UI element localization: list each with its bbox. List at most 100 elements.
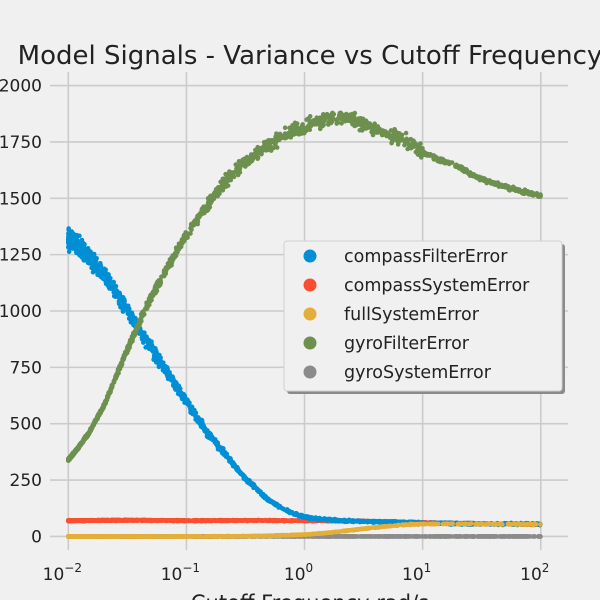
- data-point: [66, 226, 71, 231]
- data-point: [437, 534, 443, 539]
- data-point: [318, 531, 324, 536]
- data-point: [342, 519, 348, 525]
- data-point: [89, 256, 95, 262]
- data-point: [220, 448, 225, 454]
- data-point: [112, 291, 118, 297]
- data-point: [266, 518, 272, 524]
- data-point: [97, 534, 103, 539]
- data-point: [536, 534, 542, 539]
- data-point: [112, 534, 118, 539]
- data-point: [251, 518, 256, 523]
- data-point: [393, 534, 399, 539]
- data-point: [176, 383, 182, 389]
- data-point: [93, 265, 99, 271]
- data-point: [85, 253, 91, 259]
- data-point: [79, 237, 85, 243]
- data-point: [423, 534, 428, 539]
- data-point: [532, 534, 538, 539]
- data-point: [502, 534, 508, 539]
- data-point: [309, 531, 315, 537]
- data-point: [308, 516, 313, 521]
- data-point: [189, 534, 195, 539]
- data-point: [194, 415, 200, 420]
- data-point: [133, 315, 138, 321]
- data-point: [89, 533, 95, 539]
- data-point: [144, 337, 150, 343]
- data-point: [167, 534, 173, 539]
- data-point: [422, 521, 428, 527]
- data-point: [80, 244, 86, 250]
- data-point: [524, 534, 530, 539]
- data-point: [382, 518, 388, 524]
- data-point: [111, 279, 117, 285]
- data-point: [157, 360, 163, 366]
- data-point: [433, 534, 438, 539]
- data-point: [101, 270, 107, 275]
- data-point: [222, 518, 227, 523]
- data-point: [264, 495, 269, 501]
- data-point: [256, 487, 261, 493]
- data-point: [383, 534, 389, 539]
- data-point: [106, 284, 112, 290]
- data-point: [137, 517, 142, 523]
- data-point: [276, 518, 281, 523]
- data-point: [120, 534, 125, 539]
- data-point: [156, 354, 161, 360]
- data-point: [277, 533, 282, 538]
- data-point: [212, 534, 218, 539]
- data-point: [368, 534, 374, 539]
- data-point: [357, 534, 363, 539]
- data-point: [294, 511, 300, 517]
- data-point: [428, 521, 434, 527]
- data-point: [182, 399, 188, 405]
- data-point: [340, 534, 346, 539]
- data-point: [355, 527, 361, 532]
- data-point: [347, 518, 352, 523]
- data-point: [385, 523, 391, 529]
- data-point: [236, 467, 241, 472]
- data-point: [392, 523, 398, 528]
- data-point: [445, 534, 450, 539]
- data-point: [98, 260, 103, 266]
- data-point: [337, 529, 343, 534]
- data-point: [387, 534, 393, 539]
- data-point: [528, 534, 533, 539]
- data-point: [123, 518, 129, 523]
- data-point: [177, 391, 183, 397]
- data-point: [416, 521, 422, 527]
- data-point: [105, 272, 111, 278]
- data-point: [85, 518, 91, 523]
- data-point: [241, 474, 247, 480]
- data-point: [363, 518, 369, 524]
- data-point: [228, 534, 234, 539]
- data-point: [211, 436, 217, 442]
- data-point: [67, 534, 72, 539]
- data-point: [161, 366, 167, 371]
- data-point: [244, 518, 250, 523]
- data-point: [232, 533, 238, 539]
- data-point: [330, 518, 336, 524]
- data-point: [231, 518, 237, 523]
- data-point: [456, 521, 461, 527]
- data-point: [73, 240, 78, 246]
- data-point: [287, 518, 292, 524]
- data-point: [193, 517, 199, 523]
- data-point: [492, 521, 498, 527]
- data-point: [207, 534, 213, 539]
- data-point: [171, 518, 177, 524]
- data-point: [497, 534, 503, 539]
- data-point: [417, 534, 422, 539]
- data-point: [270, 533, 276, 538]
- data-point: [377, 524, 383, 530]
- data-point: [240, 533, 246, 539]
- data-point: [520, 534, 525, 539]
- data-point: [218, 517, 224, 523]
- data-point: [371, 519, 377, 524]
- data-point: [159, 518, 164, 523]
- data-point: [250, 481, 255, 487]
- data-point: [232, 463, 237, 468]
- data-point: [197, 518, 202, 524]
- data-point: [165, 373, 170, 379]
- data-point: [303, 515, 309, 521]
- data-point: [329, 530, 334, 535]
